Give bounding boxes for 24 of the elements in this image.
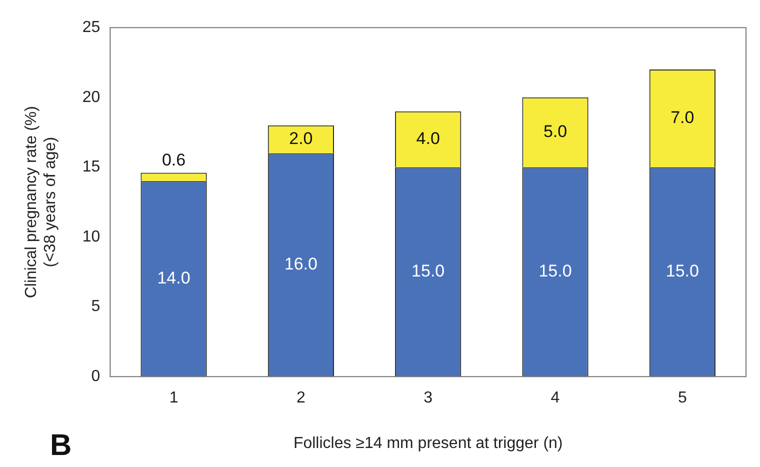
data-label: 7.0 (670, 108, 694, 128)
x-tick-label: 3 (424, 390, 433, 407)
data-label: 16.0 (284, 254, 318, 274)
y-axis-title: Clinical pregnancy rate (%) (<38 years of age) (23, 106, 60, 298)
x-tick-label: 1 (169, 390, 178, 407)
data-label: 5.0 (543, 122, 568, 141)
x-tick-label: 5 (678, 390, 687, 407)
text: B (50, 429, 72, 462)
x-axis-title: Follicles ≥14 mm present at trigger (n) (293, 434, 563, 452)
y-tick-label: 0 (91, 368, 100, 386)
y-tick-label: 15 (82, 158, 100, 176)
data-label: 0.6 (162, 150, 186, 170)
data-label: 4.0 (416, 128, 440, 148)
data-label: 15.0 (666, 262, 699, 281)
x-tick-label: 4 (550, 390, 560, 407)
y-tick-label: 5 (91, 298, 100, 316)
data-label: 14.0 (157, 268, 190, 288)
y-tick-label: 25 (82, 19, 100, 36)
y-tick-label: 10 (82, 228, 100, 246)
y-tick-label: 20 (82, 88, 100, 106)
x-tick-label: 2 (296, 390, 306, 407)
data-label: 15.0 (412, 262, 445, 281)
data-label: 15.0 (538, 262, 572, 281)
data-label: 2.0 (289, 128, 313, 148)
